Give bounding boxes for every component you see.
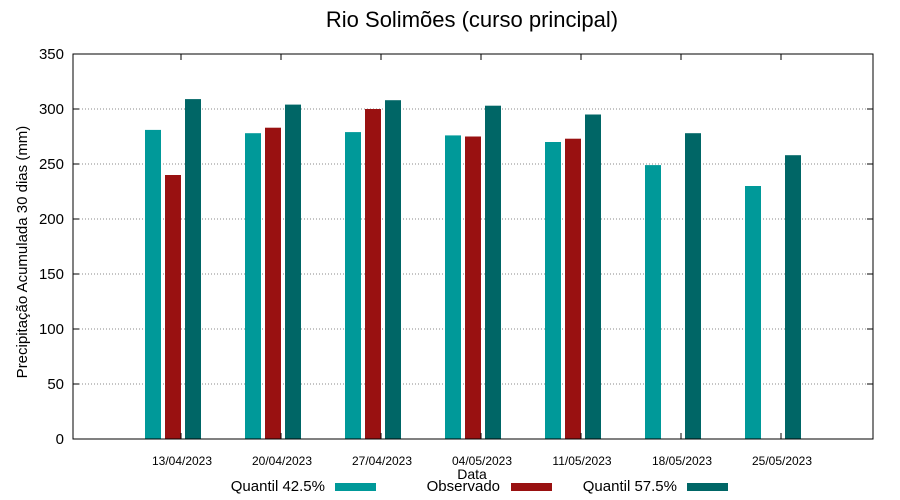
legend-label: Observado: [427, 478, 500, 495]
bar-quantil-42-5: [145, 129, 161, 439]
plot-frame: [72, 53, 874, 440]
bar-observado: [365, 109, 381, 439]
legend-swatch: [335, 483, 376, 491]
x-tick-label: 04/05/2023: [452, 454, 512, 468]
y-axis-label: Precipitação Acumulada 30 dias (mm): [14, 126, 31, 379]
y-tick-label: 100: [39, 321, 64, 338]
bar-quantil-57-5: [485, 105, 501, 439]
y-tick-label: 350: [39, 46, 64, 63]
x-tick-label: 27/04/2023: [352, 454, 412, 468]
y-tick-label: 300: [39, 101, 64, 118]
bar-quantil-42-5: [645, 165, 661, 439]
legend: Quantil 42.5% Observado Quantil 57.5%: [231, 478, 728, 495]
bar-observado: [465, 136, 481, 439]
bar-observado: [565, 138, 581, 439]
x-tick-label: 18/05/2023: [652, 454, 712, 468]
bar-quantil-42-5: [445, 135, 461, 439]
bar-quantil-42-5: [245, 133, 261, 439]
bar-quantil-57-5: [785, 155, 801, 439]
bar-observado: [165, 175, 181, 439]
bar-quantil-57-5: [685, 133, 701, 439]
bar-observado: [265, 127, 281, 439]
x-axis-label: Data: [457, 466, 487, 482]
legend-label: Quantil 57.5%: [583, 478, 677, 495]
chart-title: Rio Solimões (curso principal): [326, 7, 618, 32]
y-tick-label: 200: [39, 211, 64, 228]
bar-quantil-57-5: [185, 99, 201, 439]
x-axis-ticks: 13/04/2023 20/04/2023 27/04/2023 04/05/2023…: [152, 54, 812, 468]
x-tick-label: 13/04/2023: [152, 454, 212, 468]
y-tick-label: 150: [39, 266, 64, 283]
bar-quantil-57-5: [285, 104, 301, 439]
y-axis-ticks: 0 50 100 150 200 250 300 350: [39, 46, 873, 448]
legend-swatch: [687, 483, 728, 491]
bar-quantil-42-5: [745, 186, 761, 439]
x-tick-label: 20/04/2023: [252, 454, 312, 468]
legend-label: Quantil 42.5%: [231, 478, 325, 495]
y-tick-label: 50: [47, 376, 64, 393]
x-tick-label: 25/05/2023: [752, 454, 812, 468]
legend-swatch: [511, 483, 552, 491]
bar-quantil-57-5: [385, 100, 401, 439]
bars: [145, 99, 801, 439]
bar-quantil-57-5: [585, 114, 601, 439]
y-tick-label: 0: [56, 431, 64, 448]
y-tick-label: 250: [39, 156, 64, 173]
bar-quantil-42-5: [545, 142, 561, 439]
bar-quantil-42-5: [345, 132, 361, 439]
x-tick-label: 11/05/2023: [552, 454, 611, 468]
